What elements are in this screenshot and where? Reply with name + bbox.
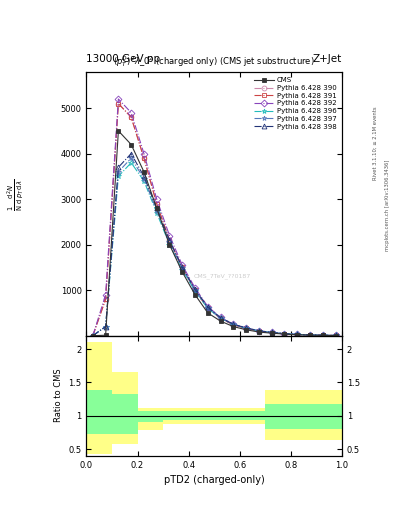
Y-axis label: Ratio to CMS: Ratio to CMS	[54, 369, 63, 422]
Text: CMS_7TeV_??0187: CMS_7TeV_??0187	[194, 273, 251, 279]
Text: 13000 GeV pp: 13000 GeV pp	[86, 54, 161, 64]
Text: mcplots.cern.ch [arXiv:1306.3436]: mcplots.cern.ch [arXiv:1306.3436]	[385, 159, 389, 250]
Text: Rivet 3.1.10; ≥ 2.1M events: Rivet 3.1.10; ≥ 2.1M events	[373, 106, 378, 180]
Text: $(p_T^D)^2\lambda\_0^2$ (charged only) (CMS jet substructure): $(p_T^D)^2\lambda\_0^2$ (charged only) (…	[113, 54, 315, 69]
Text: Z+Jet: Z+Jet	[313, 54, 342, 64]
X-axis label: pTD2 (charged-only): pTD2 (charged-only)	[164, 475, 264, 485]
Legend: CMS, Pythia 6.428 390, Pythia 6.428 391, Pythia 6.428 392, Pythia 6.428 396, Pyt: CMS, Pythia 6.428 390, Pythia 6.428 391,…	[252, 75, 338, 132]
Text: $\frac{1}{\mathrm{N}}\,\frac{\mathrm{d}^2 N}{\mathrm{d}\,p_T\,\mathrm{d}\lambda}: $\frac{1}{\mathrm{N}}\,\frac{\mathrm{d}^…	[6, 178, 26, 211]
